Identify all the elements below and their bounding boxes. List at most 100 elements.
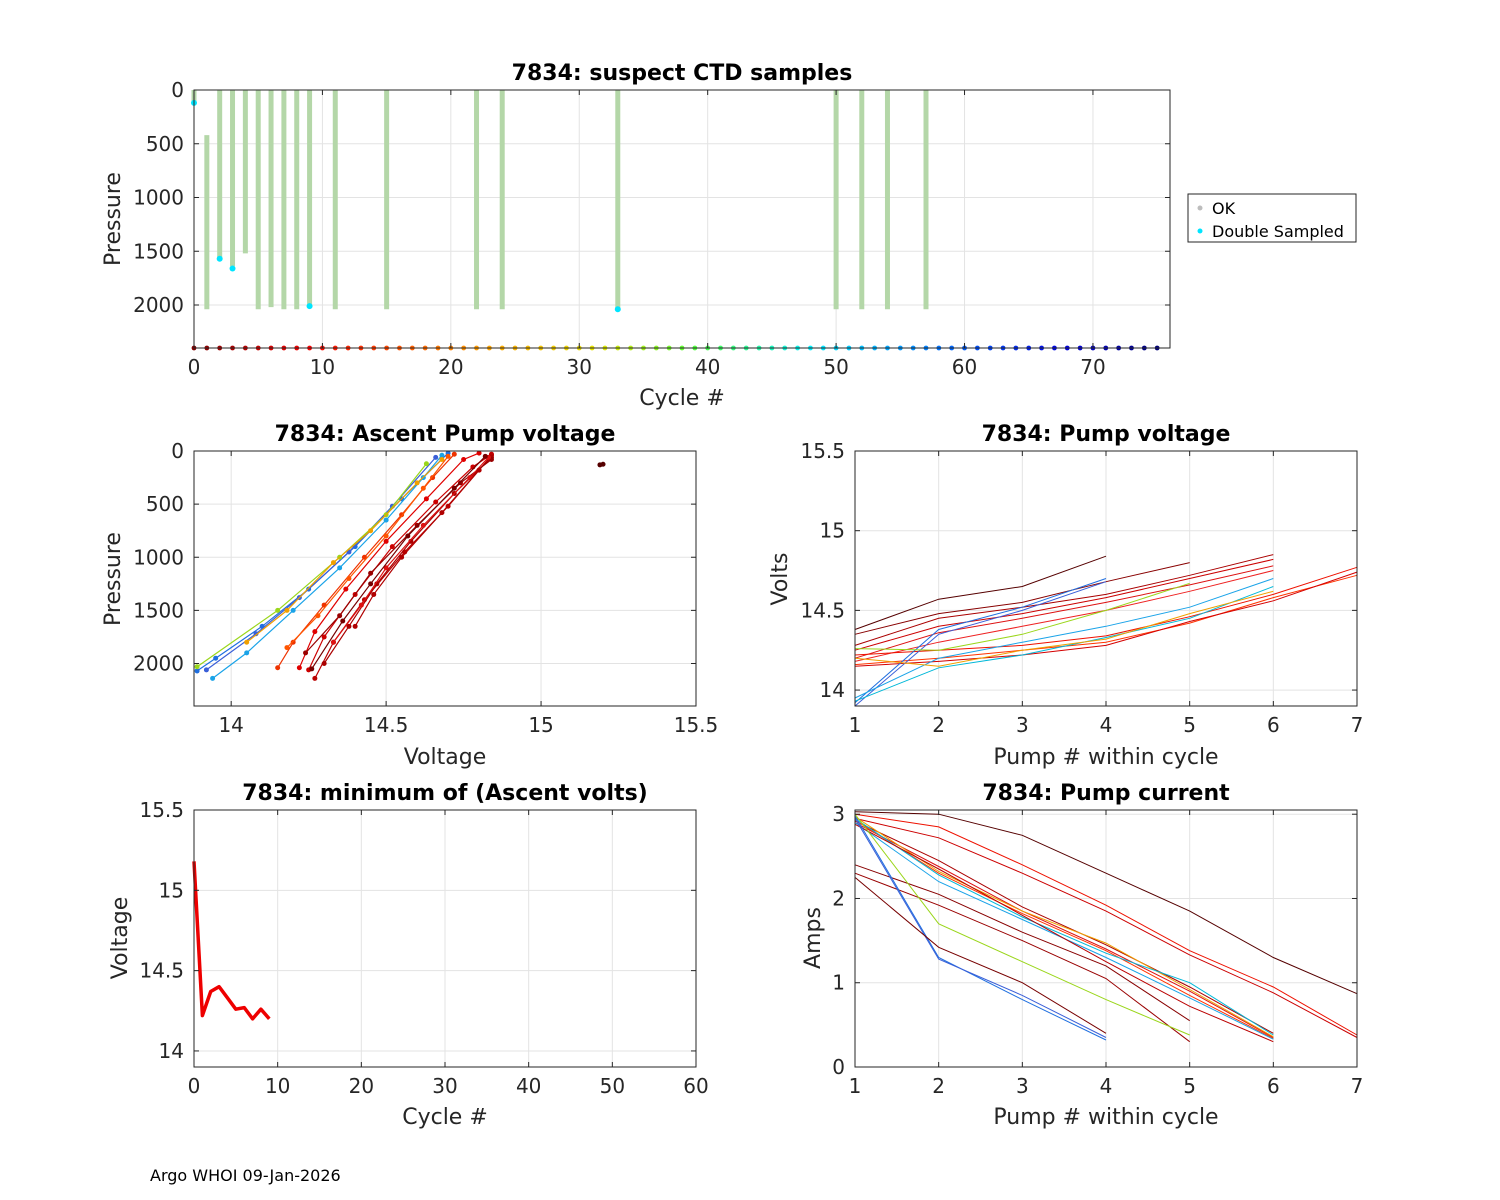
double-sampled-point — [216, 255, 223, 262]
minvolt-xlabel: Cycle # — [402, 1105, 488, 1130]
ascent-point — [414, 480, 420, 486]
pumpvolt-series-line — [854, 562, 1190, 635]
pumpcurrent-series-line — [854, 813, 1190, 1036]
ascent-point — [346, 576, 352, 581]
pumpvolt-series-line — [854, 590, 1274, 667]
ascent-axes-box — [193, 450, 697, 707]
minvolt-ytick-label: 14.5 — [139, 959, 184, 983]
ascent-point — [383, 533, 389, 539]
legend-double-sampled-marker — [1197, 228, 1203, 234]
ascent-ytick-label: 1000 — [133, 545, 184, 569]
chart-ascent: 14 14.5 15 15.5 0 500 1000 1500 2000 7834: Ascen… — [101, 422, 718, 770]
ascent-point — [203, 667, 209, 673]
ascent-point — [312, 675, 318, 681]
pumpcurrent-series-line — [854, 813, 1358, 1036]
pumpvolt-series-line — [854, 582, 1190, 651]
ascent-point — [358, 602, 364, 608]
ascent-point — [296, 665, 302, 671]
ctd-xtick-label: 10 — [310, 355, 335, 379]
ascent-point — [290, 607, 296, 613]
ascent-xtick-label: 15.5 — [674, 713, 719, 737]
ascent-point — [405, 533, 411, 539]
ctd-marks — [191, 90, 1160, 351]
double-sampled-point — [614, 306, 621, 313]
ctd-xtick-label: 70 — [1080, 355, 1105, 379]
pumpvolt-xtick-label: 5 — [1183, 713, 1196, 737]
pumpvolt-series-line — [854, 558, 1274, 651]
pumpvolt-ylabel: Volts — [768, 552, 793, 605]
ascent-point — [374, 581, 380, 587]
ascent-point — [368, 528, 374, 534]
ascent-point — [343, 586, 349, 592]
ascent-point — [383, 565, 389, 571]
ascent-point — [346, 623, 352, 629]
ascent-point — [439, 457, 445, 462]
ctd-ylabel: Pressure — [101, 172, 126, 266]
ascent-point — [445, 453, 451, 459]
pumpcurrent-series-line — [854, 864, 1190, 1022]
minvolt-xtick-label: 40 — [516, 1074, 541, 1098]
pumpvolt-series-line — [854, 578, 1107, 704]
ascent-point — [433, 454, 439, 460]
ascent-point — [210, 675, 216, 681]
pumpcurrent-series-line — [854, 816, 1274, 1038]
pumpvolt-xtick-label: 7 — [1351, 713, 1364, 737]
ctd-legend: OK Double Sampled — [1187, 193, 1357, 243]
ctd-ytick-label: 1000 — [133, 186, 184, 210]
pumpcurrent-series-line — [854, 820, 1274, 1034]
pumpcurrent-xtick-label: 5 — [1183, 1074, 1196, 1098]
minvolt-xtick-label: 20 — [349, 1074, 374, 1098]
pumpvolt-xtick-label: 6 — [1267, 713, 1280, 737]
legend-double-sampled-label: Double Sampled — [1212, 222, 1344, 241]
ascent-point — [330, 560, 336, 566]
minvolt-ytick-label: 14 — [159, 1039, 184, 1063]
pumpcurrent-series-line — [854, 818, 1107, 1038]
ctd-xlabel: Cycle # — [639, 386, 725, 411]
minvolt-ytick-label: 15.5 — [139, 798, 184, 822]
ascent-xtick-label: 15 — [528, 713, 553, 737]
pumpcurrent-xtick-label: 7 — [1351, 1074, 1364, 1098]
pumpcurrent-title: 7834: Pump current — [982, 781, 1230, 806]
pumpcurrent-xtick-label: 2 — [932, 1074, 945, 1098]
ascent-point — [389, 544, 395, 550]
ascent-point — [303, 650, 309, 656]
pumpcurrent-series-line — [854, 823, 1274, 1043]
ctd-xtick-label: 40 — [695, 355, 720, 379]
pumpcurrent-ylabel: Amps — [801, 907, 826, 969]
ascent-point — [433, 499, 439, 505]
pumpvolt-series-line — [854, 565, 1274, 659]
ctd-xtick-label: 50 — [823, 355, 848, 379]
pumpvolt-ticks: 1 2 3 4 5 6 7 14 14.5 15 15.5 — [800, 439, 1363, 737]
pumpcurrent-xtick-label: 3 — [1016, 1074, 1029, 1098]
ascent-point — [244, 650, 250, 656]
ascent-point — [383, 517, 389, 523]
pumpvolt-series-line — [854, 570, 1274, 662]
pumpvolt-series-line — [854, 586, 1274, 702]
ascent-xlabel: Voltage — [404, 745, 487, 770]
ascent-point — [408, 538, 414, 544]
pumpcurrent-ytick-label: 1 — [832, 971, 845, 995]
minvolt-title: 7834: minimum of (Ascent volts) — [242, 781, 648, 806]
minvolt-ylabel: Voltage — [108, 897, 133, 980]
pumpcurrent-series-line — [854, 819, 1274, 1039]
ctd-xtick-label: 60 — [952, 355, 977, 379]
ascent-xtick-label: 14.5 — [364, 713, 409, 737]
pumpcurrent-ytick-label: 3 — [832, 802, 845, 826]
ctd-xtick-label: 30 — [567, 355, 592, 379]
ascent-point — [213, 655, 219, 661]
ascent-series-line — [246, 459, 443, 643]
ascent-series-line — [332, 456, 489, 643]
pumpcurrent-ytick-label: 0 — [832, 1055, 845, 1079]
ctd-ytick-label: 1500 — [133, 239, 184, 263]
ascent-point — [383, 538, 389, 544]
minvolt-xtick-label: 50 — [600, 1074, 625, 1098]
minvolt-ticks: 0 10 20 30 40 50 60 14 14.5 15 15.5 — [139, 798, 708, 1098]
ascent-point — [290, 639, 296, 645]
ascent-point — [414, 522, 420, 528]
minvolt-xtick-label: 0 — [188, 1074, 201, 1098]
pumpvolt-marks — [854, 554, 1358, 707]
legend-box — [1187, 193, 1357, 243]
ascent-point — [275, 607, 281, 613]
